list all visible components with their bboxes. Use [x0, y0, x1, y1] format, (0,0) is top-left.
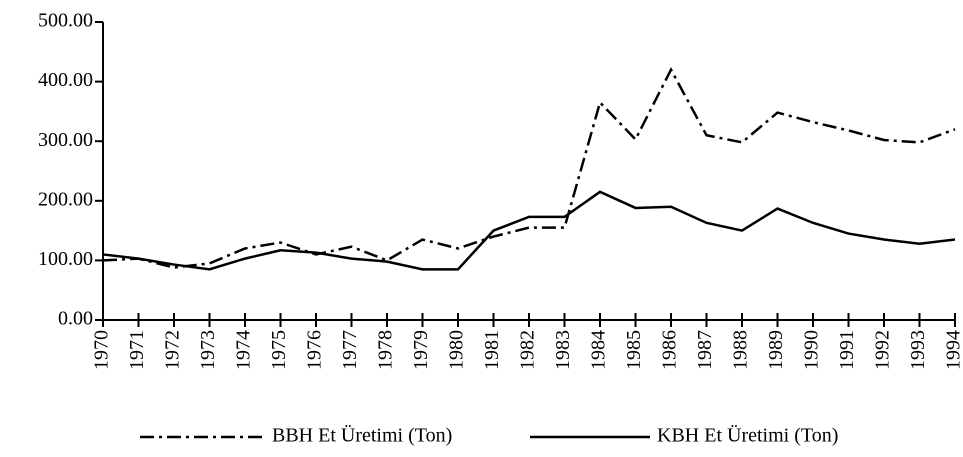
- x-tick-label: 1978: [375, 330, 397, 370]
- x-tick-label: 1981: [481, 330, 503, 370]
- y-tick-label: 300.00: [38, 129, 93, 151]
- x-tick-label: 1980: [446, 330, 468, 370]
- series-line: [102, 190, 956, 271]
- y-tick-label: 400.00: [38, 69, 93, 91]
- x-tick-label: 1990: [801, 330, 823, 370]
- legend-label: BBH Et Üretimi (Ton): [272, 424, 452, 447]
- x-tick-label: 1982: [517, 330, 539, 370]
- y-tick-label: 200.00: [38, 188, 93, 210]
- x-tick-label: 1972: [162, 330, 184, 370]
- x-tick-label: 1991: [836, 330, 858, 370]
- x-tick-label: 1975: [268, 330, 290, 370]
- x-tick-label: 1992: [872, 330, 894, 370]
- x-tick-label: 1985: [623, 330, 645, 370]
- x-tick-label: 1989: [765, 330, 787, 370]
- x-tick-label: 1994: [943, 330, 963, 370]
- x-tick-label: 1984: [588, 330, 610, 370]
- x-tick-label: 1971: [126, 330, 148, 370]
- x-tick-label: 1988: [730, 330, 752, 370]
- x-tick-label: 1970: [91, 330, 113, 370]
- series-line: [102, 66, 956, 269]
- y-tick-label: 500.00: [38, 10, 93, 32]
- x-tick-label: 1993: [907, 330, 929, 370]
- x-tick-label: 1974: [233, 330, 255, 370]
- x-tick-label: 1973: [197, 330, 219, 370]
- x-tick-label: 1987: [694, 330, 716, 370]
- y-tick-label: 100.00: [38, 248, 93, 270]
- x-tick-label: 1977: [339, 330, 361, 370]
- x-tick-label: 1986: [659, 330, 681, 370]
- x-tick-label: 1979: [410, 330, 432, 370]
- y-tick-label: 0.00: [58, 308, 93, 330]
- legend-label: KBH Et Üretimi (Ton): [657, 424, 838, 447]
- x-tick-label: 1983: [552, 330, 574, 370]
- x-tick-label: 1976: [304, 330, 326, 370]
